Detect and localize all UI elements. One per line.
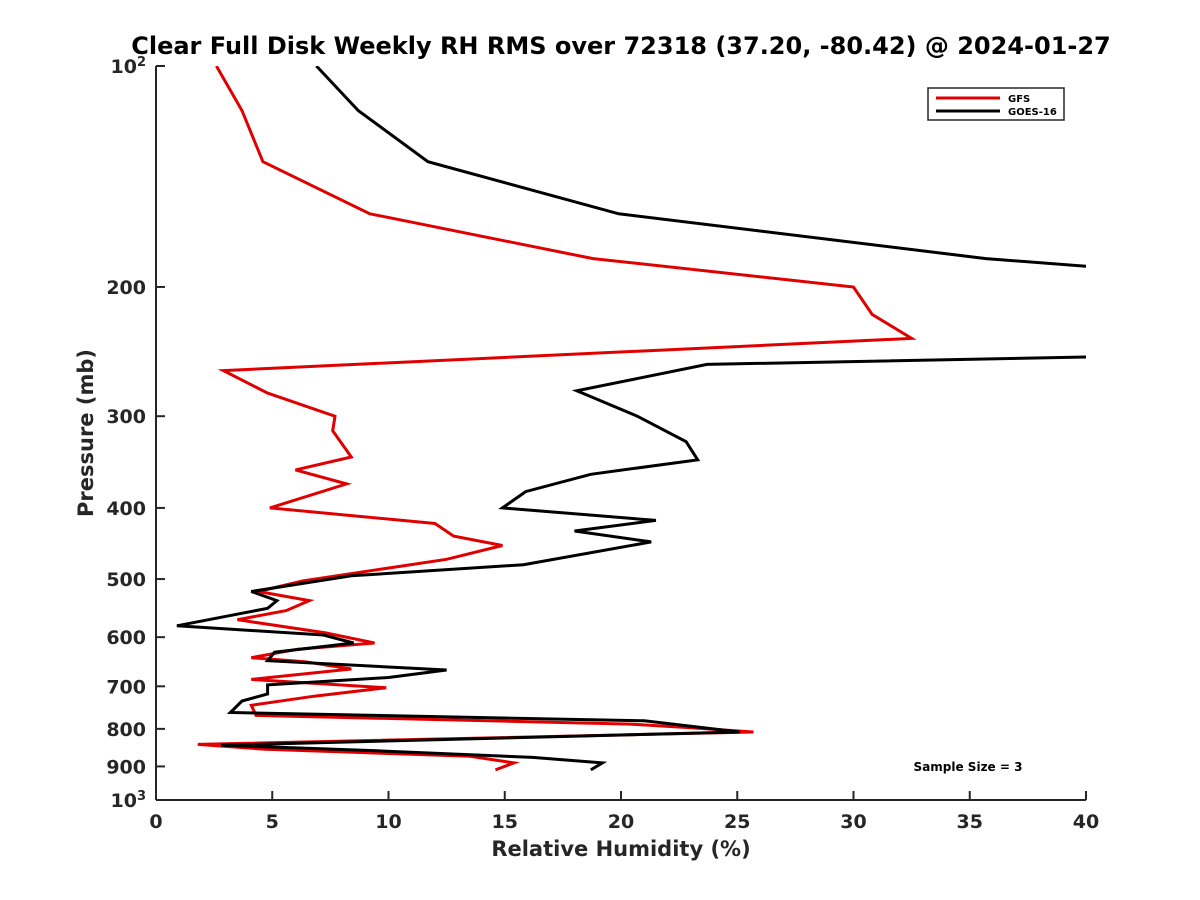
legend: GFS GOES-16: [927, 87, 1065, 121]
y-tick-label: 500: [106, 569, 146, 591]
x-axis-label: Relative Humidity (%): [491, 837, 750, 861]
x-tick-label: 25: [724, 811, 750, 833]
y-tick-label: 103: [111, 789, 147, 813]
y-tick-label: 400: [106, 498, 146, 520]
legend-box: [927, 87, 1065, 121]
x-tick-label: 35: [957, 811, 983, 833]
legend-label-gfs: GFS: [1008, 94, 1030, 105]
x-tick-label: 40: [1073, 811, 1099, 833]
y-tick-label: 200: [106, 277, 146, 299]
y-tick-label: 300: [106, 406, 146, 428]
x-ticks: 0 5 10 15 20 25 30 35 40: [149, 791, 1099, 833]
series-line-gfs: [197, 66, 917, 772]
y-axis-label: Pressure (mb): [74, 349, 98, 517]
y-tick-label: 600: [106, 627, 146, 649]
y-tick-label: 900: [106, 756, 146, 778]
x-tick-label: 20: [608, 811, 634, 833]
y-tick-label: 102: [111, 55, 147, 79]
x-tick-label: 10: [375, 811, 401, 833]
chart-title: Clear Full Disk Weekly RH RMS over 72318…: [131, 32, 1111, 60]
series-layer: [176, 66, 1086, 772]
legend-label-goes16: GOES-16: [1008, 107, 1057, 118]
x-tick-label: 30: [840, 811, 866, 833]
sample-size-annotation: Sample Size = 3: [914, 760, 1023, 774]
x-tick-label: 0: [149, 811, 162, 833]
y-tick-label: 700: [106, 676, 146, 698]
x-tick-label: 5: [266, 811, 279, 833]
y-tick-label: 800: [106, 719, 146, 741]
series-line-goes16: [176, 66, 1086, 772]
x-tick-label: 15: [492, 811, 518, 833]
